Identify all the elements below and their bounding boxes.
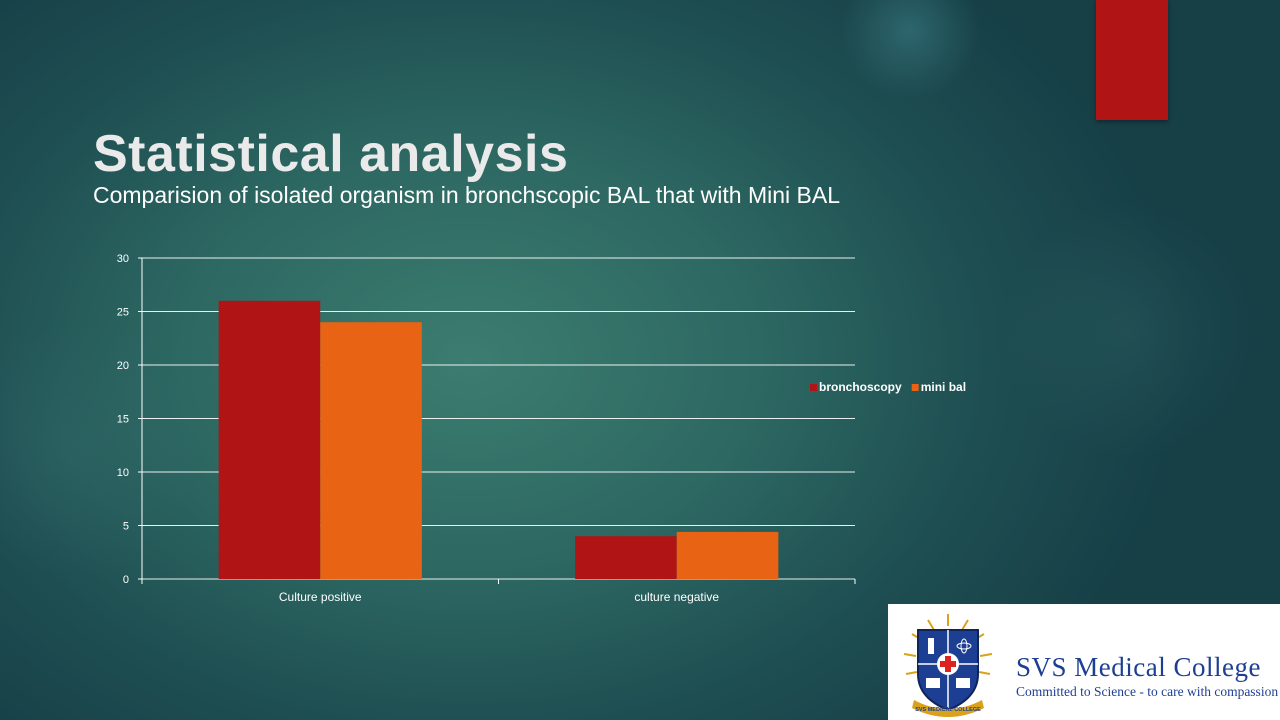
crest-icon: SVS MEDICAL COLLEGE xyxy=(903,614,993,717)
bar-bronchoscopy-0 xyxy=(218,300,321,579)
y-tick-label: 15 xyxy=(117,414,129,426)
bar-bronchoscopy-1 xyxy=(575,536,677,579)
legend-swatch xyxy=(911,384,919,391)
college-logo: SVS MEDICAL COLLEGE SVS Medical College … xyxy=(888,604,1280,720)
y-tick-label: 5 xyxy=(123,521,129,533)
legend-label: mini bal xyxy=(921,380,966,394)
college-tagline: Committed to Science - to care with comp… xyxy=(1016,684,1279,699)
bar-mini-bal-0 xyxy=(320,322,422,579)
x-category-label: culture negative xyxy=(634,590,719,604)
college-name: SVS Medical College xyxy=(1016,652,1261,682)
bar-mini-bal-1 xyxy=(676,531,779,579)
slide-title: Statistical analysis xyxy=(93,125,569,183)
y-tick-label: 30 xyxy=(117,253,129,265)
y-tick-label: 10 xyxy=(117,467,129,479)
y-tick-label: 0 xyxy=(123,574,129,586)
y-tick-label: 20 xyxy=(117,360,129,372)
legend-label: bronchoscopy xyxy=(819,380,902,394)
background-glow xyxy=(1000,200,1260,460)
y-tick-label: 25 xyxy=(117,307,129,319)
slide-subtitle: Comparision of isolated organism in bron… xyxy=(93,182,841,208)
x-category-label: Culture positive xyxy=(279,590,362,604)
accent-bar xyxy=(1096,0,1168,120)
legend-swatch xyxy=(810,384,817,391)
bar-chart: 0 5 10 15 20 25 30 Culture positive culture nega… xyxy=(117,253,966,604)
svg-text:SVS MEDICAL COLLEGE: SVS MEDICAL COLLEGE xyxy=(915,707,981,713)
